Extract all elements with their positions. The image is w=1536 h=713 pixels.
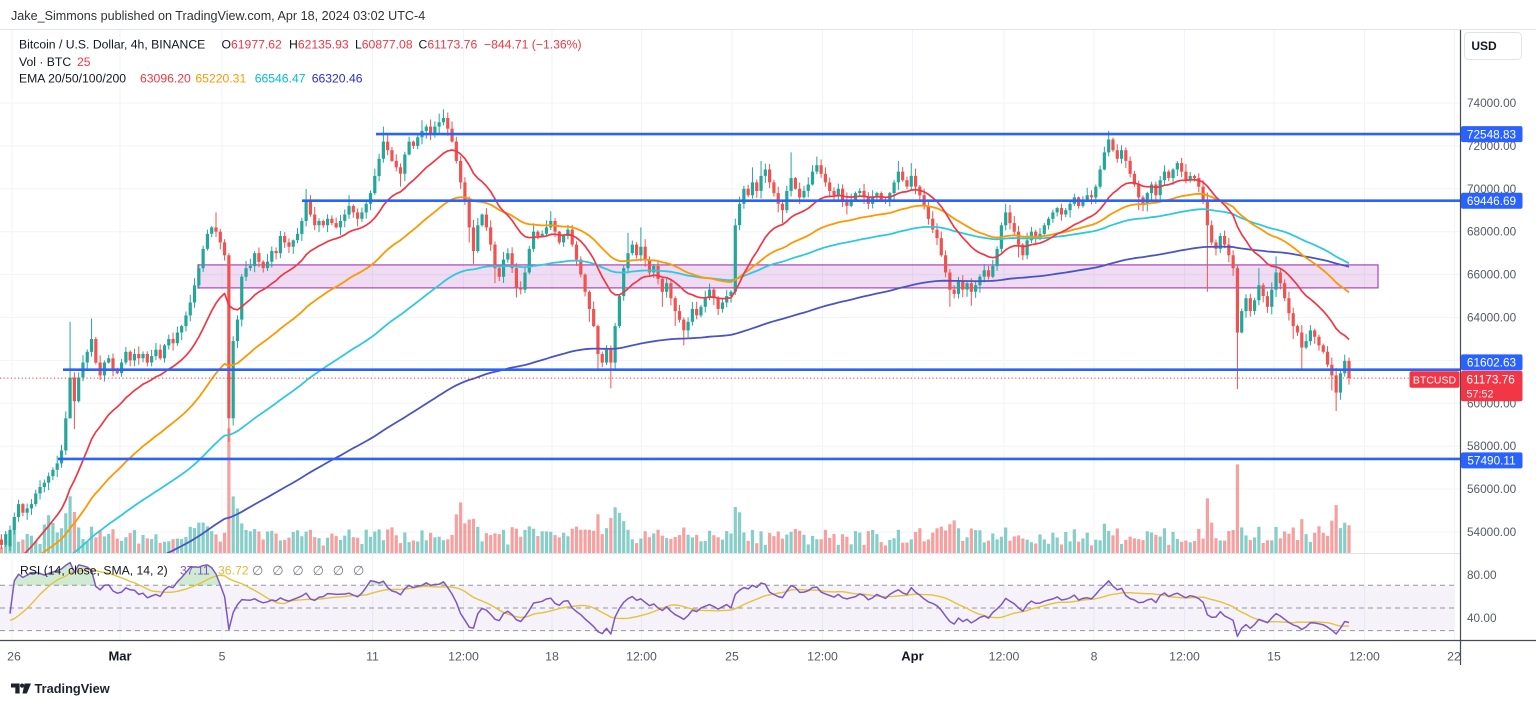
svg-text:15: 15 <box>1267 650 1281 664</box>
svg-text:22: 22 <box>1447 650 1461 664</box>
svg-text:12:00: 12:00 <box>807 650 838 664</box>
svg-text:BTCUSD: BTCUSD <box>1413 374 1457 386</box>
svg-text:TradingView: TradingView <box>35 681 110 696</box>
svg-text:Bitcoin / U.S. Dollar, 4h, BIN: Bitcoin / U.S. Dollar, 4h, BINANCEO61977… <box>19 38 582 52</box>
svg-text:66000.00: 66000.00 <box>1467 268 1517 282</box>
svg-text:12:00: 12:00 <box>989 650 1020 664</box>
svg-text:∅: ∅ <box>353 563 364 578</box>
svg-text:12:00: 12:00 <box>626 650 657 664</box>
svg-text:72548.83: 72548.83 <box>1467 127 1517 141</box>
svg-text:26: 26 <box>7 650 21 664</box>
svg-text:58000.00: 58000.00 <box>1467 439 1517 453</box>
svg-text:Mar: Mar <box>108 649 131 664</box>
svg-text:12:00: 12:00 <box>1349 650 1380 664</box>
svg-text:Apr: Apr <box>901 649 923 664</box>
svg-text:40.00: 40.00 <box>1467 611 1497 625</box>
svg-text:∅: ∅ <box>272 563 283 578</box>
svg-text:18: 18 <box>545 650 559 664</box>
svg-text:68000.00: 68000.00 <box>1467 225 1517 239</box>
svg-text:11: 11 <box>366 650 379 664</box>
svg-text:25: 25 <box>725 650 739 664</box>
svg-text:69446.69: 69446.69 <box>1467 194 1516 208</box>
svg-text:64000.00: 64000.00 <box>1467 311 1517 325</box>
svg-text:12:00: 12:00 <box>1169 650 1200 664</box>
svg-text:61602.63: 61602.63 <box>1467 356 1517 370</box>
svg-text:61173.76: 61173.76 <box>1467 373 1516 387</box>
svg-text:USD: USD <box>1471 39 1497 53</box>
svg-text:∅: ∅ <box>333 563 344 578</box>
svg-text:57:52: 57:52 <box>1467 388 1494 400</box>
svg-text:12:00: 12:00 <box>448 650 479 664</box>
svg-text:5: 5 <box>219 650 226 664</box>
svg-text:8: 8 <box>1091 650 1098 664</box>
svg-text:80.00: 80.00 <box>1467 568 1497 582</box>
svg-text:∅: ∅ <box>292 563 303 578</box>
svg-text:∅: ∅ <box>252 563 263 578</box>
svg-text:57490.11: 57490.11 <box>1467 454 1515 468</box>
svg-text:Jake_Simmons published on Trad: Jake_Simmons published on TradingView.co… <box>11 9 425 23</box>
svg-text:∅: ∅ <box>313 563 324 578</box>
svg-text:54000.00: 54000.00 <box>1467 525 1517 539</box>
svg-text:56000.00: 56000.00 <box>1467 482 1517 496</box>
svg-text:74000.00: 74000.00 <box>1467 96 1517 110</box>
